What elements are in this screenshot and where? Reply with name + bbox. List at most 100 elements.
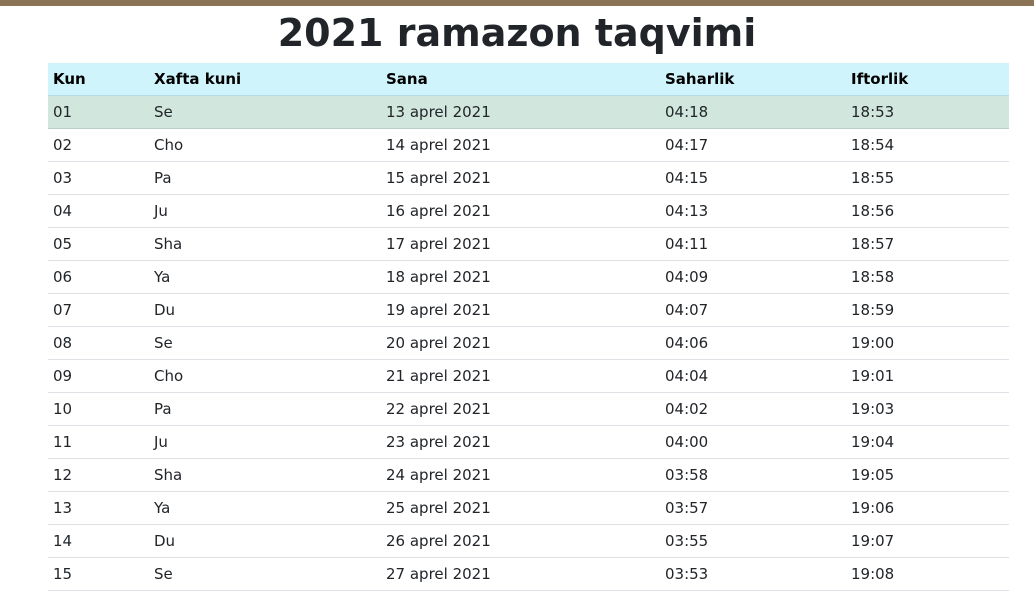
cell-sana: 19 aprel 2021 [381, 293, 660, 327]
cell-iftorlik: 19:05 [846, 458, 1009, 492]
cell-kun: 11 [48, 425, 149, 459]
cell-xafta-kuni: Sha [149, 227, 381, 261]
table-row: 01 Se 13 aprel 2021 04:18 18:53 [48, 95, 1009, 129]
table-row: 07 Du 19 aprel 2021 04:07 18:59 [48, 293, 1009, 327]
cell-saharlik: 03:53 [660, 557, 846, 591]
table-row: 03 Pa 15 aprel 2021 04:15 18:55 [48, 161, 1009, 195]
cell-kun: 01 [48, 95, 149, 129]
cell-xafta-kuni: Se [149, 326, 381, 360]
cell-kun: 09 [48, 359, 149, 393]
cell-xafta-kuni: Du [149, 524, 381, 558]
cell-saharlik: 04:15 [660, 161, 846, 195]
cell-sana: 27 aprel 2021 [381, 557, 660, 591]
cell-iftorlik: 18:56 [846, 194, 1009, 228]
table-row: 12 Sha 24 aprel 2021 03:58 19:05 [48, 458, 1009, 492]
cell-kun: 15 [48, 557, 149, 591]
cell-xafta-kuni: Se [149, 557, 381, 591]
cell-sana: 18 aprel 2021 [381, 260, 660, 294]
cell-sana: 13 aprel 2021 [381, 95, 660, 129]
cell-saharlik: 04:04 [660, 359, 846, 393]
cell-saharlik: 04:00 [660, 425, 846, 459]
cell-saharlik: 04:17 [660, 128, 846, 162]
cell-kun: 08 [48, 326, 149, 360]
table-row: 05 Sha 17 aprel 2021 04:11 18:57 [48, 227, 1009, 261]
cell-saharlik: 03:58 [660, 458, 846, 492]
cell-saharlik: 03:57 [660, 491, 846, 525]
cell-iftorlik: 18:59 [846, 293, 1009, 327]
column-header-kun: Kun [48, 63, 149, 96]
cell-kun: 02 [48, 128, 149, 162]
cell-xafta-kuni: Ju [149, 194, 381, 228]
cell-saharlik: 03:55 [660, 524, 846, 558]
table-row: 10 Pa 22 aprel 2021 04:02 19:03 [48, 392, 1009, 426]
table-row: 09 Cho 21 aprel 2021 04:04 19:01 [48, 359, 1009, 393]
ramadan-calendar-table: Kun Xafta kuni Sana Saharlik Iftorlik 01… [48, 63, 1009, 591]
cell-saharlik: 04:11 [660, 227, 846, 261]
cell-iftorlik: 18:53 [846, 95, 1009, 129]
cell-iftorlik: 19:00 [846, 326, 1009, 360]
cell-sana: 17 aprel 2021 [381, 227, 660, 261]
cell-iftorlik: 18:57 [846, 227, 1009, 261]
cell-iftorlik: 19:03 [846, 392, 1009, 426]
cell-saharlik: 04:06 [660, 326, 846, 360]
cell-sana: 23 aprel 2021 [381, 425, 660, 459]
cell-iftorlik: 19:08 [846, 557, 1009, 591]
table-body: 01 Se 13 aprel 2021 04:18 18:53 02 Cho 14 aprel… [48, 95, 1009, 591]
table-row: 15 Se 27 aprel 2021 03:53 19:08 [48, 557, 1009, 591]
table-row: 14 Du 26 aprel 2021 03:55 19:07 [48, 524, 1009, 558]
cell-sana: 15 aprel 2021 [381, 161, 660, 195]
cell-sana: 14 aprel 2021 [381, 128, 660, 162]
cell-sana: 20 aprel 2021 [381, 326, 660, 360]
cell-sana: 24 aprel 2021 [381, 458, 660, 492]
ramadan-calendar-table-wrap: Kun Xafta kuni Sana Saharlik Iftorlik 01… [48, 63, 1009, 591]
cell-xafta-kuni: Pa [149, 161, 381, 195]
cell-xafta-kuni: Cho [149, 359, 381, 393]
cell-kun: 03 [48, 161, 149, 195]
cell-xafta-kuni: Pa [149, 392, 381, 426]
cell-iftorlik: 18:55 [846, 161, 1009, 195]
table-row: 04 Ju 16 aprel 2021 04:13 18:56 [48, 194, 1009, 228]
cell-xafta-kuni: Du [149, 293, 381, 327]
table-row: 02 Cho 14 aprel 2021 04:17 18:54 [48, 128, 1009, 162]
cell-xafta-kuni: Cho [149, 128, 381, 162]
cell-iftorlik: 18:58 [846, 260, 1009, 294]
table-header-row: Kun Xafta kuni Sana Saharlik Iftorlik [48, 63, 1009, 96]
column-header-saharlik: Saharlik [660, 63, 846, 96]
column-header-sana: Sana [381, 63, 660, 96]
cell-kun: 04 [48, 194, 149, 228]
cell-sana: 22 aprel 2021 [381, 392, 660, 426]
column-header-iftorlik: Iftorlik [846, 63, 1009, 96]
table-row: 13 Ya 25 aprel 2021 03:57 19:06 [48, 491, 1009, 525]
top-accent-bar [0, 0, 1034, 6]
table-row: 08 Se 20 aprel 2021 04:06 19:00 [48, 326, 1009, 360]
cell-xafta-kuni: Sha [149, 458, 381, 492]
cell-saharlik: 04:09 [660, 260, 846, 294]
cell-iftorlik: 19:06 [846, 491, 1009, 525]
table-row: 11 Ju 23 aprel 2021 04:00 19:04 [48, 425, 1009, 459]
cell-xafta-kuni: Ya [149, 260, 381, 294]
cell-kun: 10 [48, 392, 149, 426]
cell-sana: 16 aprel 2021 [381, 194, 660, 228]
table-row: 06 Ya 18 aprel 2021 04:09 18:58 [48, 260, 1009, 294]
cell-sana: 21 aprel 2021 [381, 359, 660, 393]
cell-kun: 05 [48, 227, 149, 261]
cell-kun: 13 [48, 491, 149, 525]
cell-sana: 26 aprel 2021 [381, 524, 660, 558]
page-title: 2021 ramazon taqvimi [277, 11, 757, 55]
cell-saharlik: 04:18 [660, 95, 846, 129]
table-header: Kun Xafta kuni Sana Saharlik Iftorlik [48, 63, 1009, 96]
column-header-xafta-kuni: Xafta kuni [149, 63, 381, 96]
cell-saharlik: 04:02 [660, 392, 846, 426]
cell-saharlik: 04:07 [660, 293, 846, 327]
cell-saharlik: 04:13 [660, 194, 846, 228]
cell-iftorlik: 19:04 [846, 425, 1009, 459]
cell-kun: 07 [48, 293, 149, 327]
cell-kun: 06 [48, 260, 149, 294]
cell-iftorlik: 19:01 [846, 359, 1009, 393]
cell-iftorlik: 19:07 [846, 524, 1009, 558]
cell-xafta-kuni: Ya [149, 491, 381, 525]
cell-iftorlik: 18:54 [846, 128, 1009, 162]
cell-kun: 12 [48, 458, 149, 492]
cell-xafta-kuni: Ju [149, 425, 381, 459]
cell-xafta-kuni: Se [149, 95, 381, 129]
